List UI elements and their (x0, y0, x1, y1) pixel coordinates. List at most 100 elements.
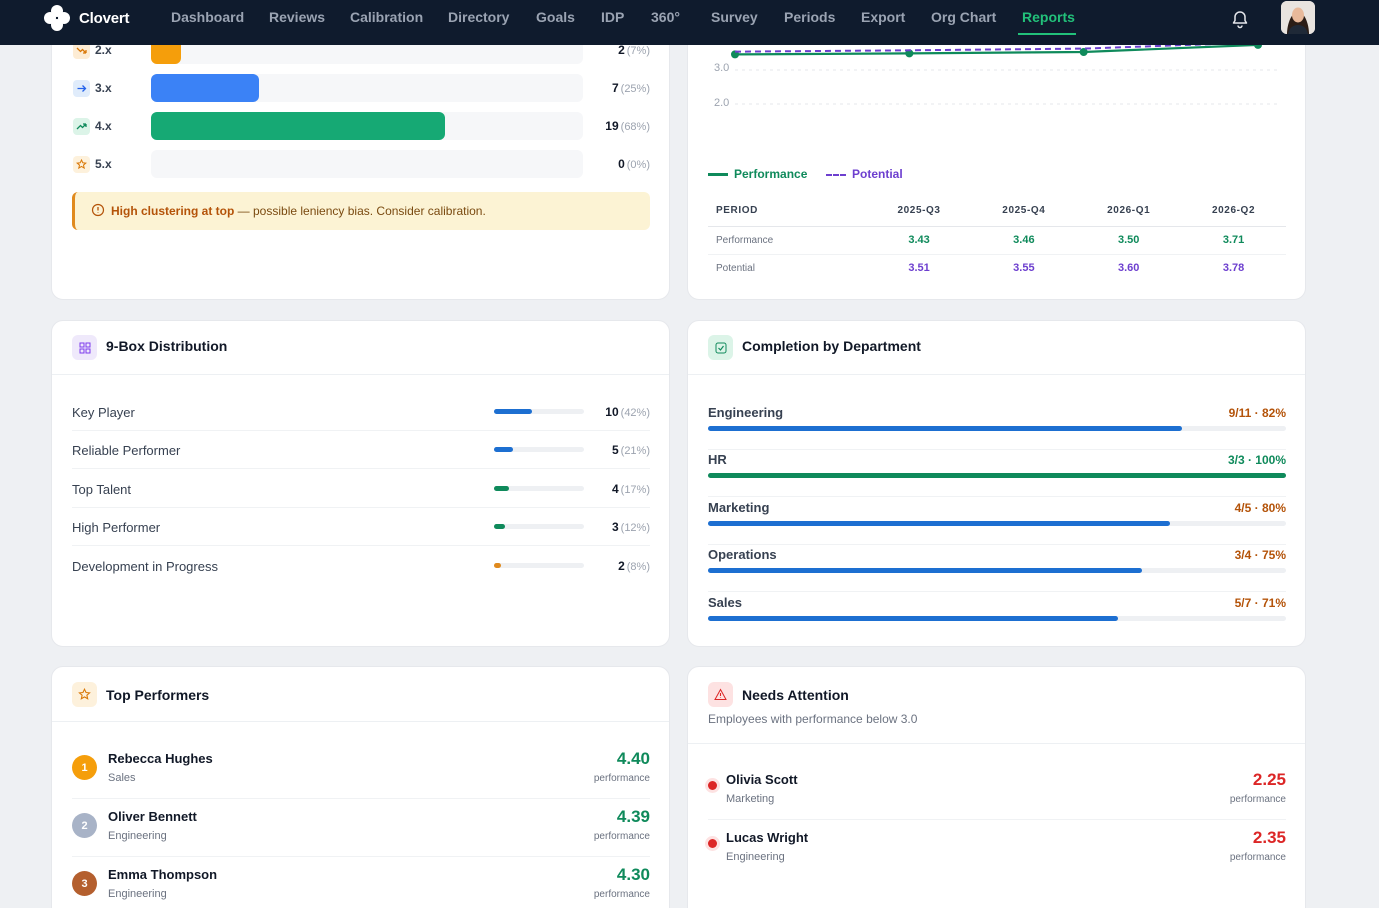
card-title: Needs Attention (742, 687, 849, 703)
data-point[interactable] (905, 49, 914, 58)
row-label: Potential (716, 262, 755, 274)
score-unit: performance (593, 773, 650, 784)
ninebox-row: Top Talent 4 (17%) (72, 470, 650, 508)
check-square-icon (708, 335, 733, 360)
attention-row[interactable]: Lucas Wright Engineering 2.35 performanc… (708, 820, 1286, 878)
rating-count: 19 (68%) (605, 119, 650, 133)
person-name: Rebecca Hughes (108, 751, 213, 766)
legend-performance[interactable]: Performance (708, 167, 807, 181)
dept-row: Sales 5/7 · 71% (708, 593, 1286, 640)
series-line-performance (734, 43, 1259, 56)
data-point[interactable] (1079, 48, 1088, 56)
person-dept: Engineering (108, 830, 167, 842)
nav-calibration[interactable]: Calibration (350, 9, 424, 25)
score-unit: performance (1229, 852, 1286, 863)
user-avatar[interactable] (1281, 1, 1315, 34)
ninebox-label: Development in Progress (72, 559, 218, 574)
dept-track (708, 426, 1286, 431)
rating-count: 7 (25%) (611, 81, 650, 95)
nav-directory[interactable]: Directory (448, 9, 510, 25)
top-performers-card: Top Performers 1 Rebecca Hughes Sales 4.… (51, 666, 670, 908)
card-title: Top Performers (106, 687, 210, 703)
nav-reviews[interactable]: Reviews (269, 9, 326, 25)
rating-row-3x: 3.x 7 (25%) (52, 74, 669, 102)
card-header: Top Performers (52, 667, 669, 722)
dept-fill (708, 568, 1142, 573)
nav-export[interactable]: Export (861, 9, 906, 25)
col-period: PERIOD (708, 196, 867, 227)
rating-bar-fill (151, 112, 445, 140)
col-2025-q4: 2025-Q4 (971, 196, 1077, 227)
rating-distribution-card: 2.x 2 (7%) 3.x 7 (25%) 4.x 19 (68%) 5.x 0 (0… (51, 0, 670, 300)
nav-reports[interactable]: Reports (1022, 9, 1075, 25)
dept-row: Engineering 9/11 · 82% (708, 403, 1286, 450)
legend-potential[interactable]: Potential (826, 167, 903, 181)
person-dept: Engineering (108, 888, 167, 900)
ninebox-count: 10 (42%) (605, 405, 650, 419)
ninebox-fill (494, 524, 505, 529)
arrow-right-icon (73, 80, 90, 97)
rating-label: 2.x (95, 43, 112, 57)
col-2026-q2: 2026-Q2 (1181, 196, 1286, 227)
ninebox-track (494, 447, 584, 452)
info-icon (91, 203, 105, 217)
card-title: Completion by Department (742, 338, 921, 354)
ninebox-row: Key Player 10 (42%) (72, 393, 650, 431)
table-cell: 3.55 (1013, 262, 1035, 275)
y-tick-3: 3.0 (714, 62, 730, 74)
nav-survey[interactable]: Survey (711, 9, 758, 25)
performer-row[interactable]: 2 Oliver Bennett Engineering 4.39 perfor… (72, 799, 650, 857)
clover-logo-icon (44, 5, 70, 31)
dept-track (708, 521, 1286, 526)
performer-row[interactable]: 3 Emma Thompson Engineering 4.30 perform… (72, 857, 650, 908)
dept-row: Marketing 4/5 · 80% (708, 498, 1286, 545)
dept-name: Engineering (708, 405, 784, 420)
attention-row[interactable]: Olivia Scott Marketing 2.25 performance (708, 762, 1286, 820)
ninebox-label: Key Player (72, 405, 135, 420)
person-dept: Engineering (726, 851, 785, 863)
ninebox-fill (494, 409, 532, 414)
dept-fill (708, 521, 1171, 526)
table-cell: 3.78 (1222, 262, 1245, 275)
person-name: Oliver Bennett (108, 809, 197, 824)
dept-stat: 5/7 · 71% (1234, 596, 1286, 610)
brand-name: Clovert (79, 9, 130, 27)
card-header: 9-Box Distribution (52, 321, 669, 375)
table-row: Performance 3.43 3.46 3.50 3.71 (708, 226, 1286, 255)
ninebox-count: 4 (17%) (611, 482, 650, 496)
nav-360[interactable]: 360° (651, 9, 680, 25)
trend-chart (731, 40, 1278, 105)
nav-org-chart[interactable]: Org Chart (931, 9, 997, 25)
col-2026-q1: 2026-Q1 (1076, 196, 1182, 227)
dept-fill (708, 426, 1182, 431)
performer-row[interactable]: 1 Rebecca Hughes Sales 4.40 performance (72, 741, 650, 799)
dept-fill (708, 616, 1119, 621)
brand[interactable]: Clovert (44, 5, 129, 31)
score: 4.39 (616, 807, 650, 826)
bell-icon[interactable] (1230, 9, 1250, 29)
score-unit: performance (593, 889, 650, 900)
legend-line-potential (826, 173, 846, 176)
nav-idp[interactable]: IDP (601, 9, 625, 25)
ninebox-fill (494, 486, 510, 491)
score: 2.25 (1252, 770, 1286, 789)
rating-bar-track (151, 112, 583, 140)
nav-periods[interactable]: Periods (784, 9, 836, 25)
card-header: Needs Attention Employees with performan… (688, 667, 1305, 744)
row-label: Performance (708, 226, 867, 255)
dept-stat: 3/3 · 100% (1227, 453, 1286, 467)
nav-goals[interactable]: Goals (536, 9, 575, 25)
table-cell: 3.60 (1117, 262, 1140, 275)
card-subtitle: Employees with performance below 3.0 (708, 712, 918, 726)
nav-dashboard[interactable]: Dashboard (171, 9, 245, 25)
table-cell: 3.46 (971, 226, 1077, 255)
rating-bar-fill (151, 74, 259, 102)
ninebox-track (494, 524, 584, 529)
trend-table: PERIOD 2025-Q3 2025-Q4 2026-Q1 2026-Q2 P… (708, 196, 1286, 282)
rank-badge: 3 (72, 871, 97, 896)
series-line-potential (734, 41, 1259, 53)
ninebox-track (494, 486, 584, 491)
table-cell: 3.43 (866, 226, 972, 255)
star-icon (73, 156, 90, 173)
leniency-warning: High clustering at top — possible lenien… (72, 192, 650, 230)
